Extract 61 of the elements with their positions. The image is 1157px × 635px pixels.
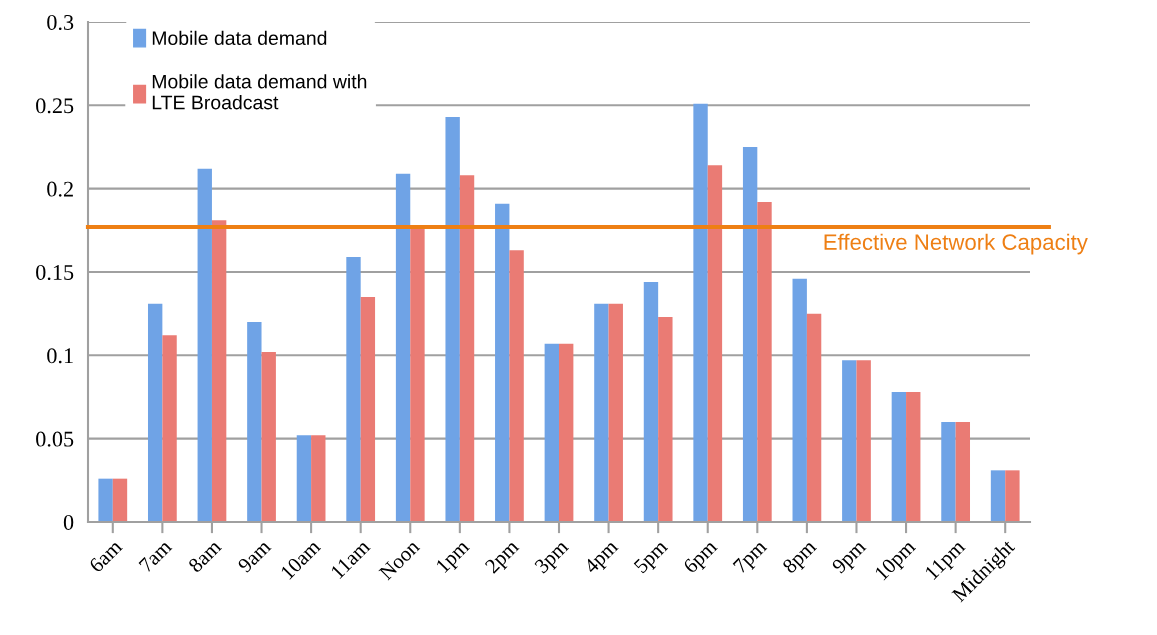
bar xyxy=(658,317,673,522)
x-tick-label: 6am xyxy=(88,538,123,574)
y-tick-label: 0.25 xyxy=(36,98,74,114)
bar xyxy=(509,250,524,522)
bar xyxy=(806,313,822,522)
x-tick-label: 5pm xyxy=(633,538,672,577)
y-tick-label: 0.3 xyxy=(47,14,74,31)
x-tick-label: 6pm xyxy=(682,538,721,577)
bar xyxy=(792,278,807,522)
x-tick-label: 8pm xyxy=(781,538,821,577)
x-tick-label: 7pm xyxy=(732,538,771,577)
legend-label: Mobile data demand with LTE Broadcast xyxy=(152,74,367,110)
bar xyxy=(608,303,623,522)
ref-line-label: Effective Network Capacity xyxy=(824,233,1088,255)
bar xyxy=(842,360,857,522)
bar xyxy=(360,297,376,522)
bar xyxy=(197,168,212,522)
bar xyxy=(544,343,559,522)
bar xyxy=(459,175,475,522)
x-tick-label: 3pm xyxy=(533,538,573,577)
bar xyxy=(891,392,907,522)
bar xyxy=(559,343,574,522)
x-tick-label: 7am xyxy=(138,538,173,573)
bar xyxy=(147,303,163,522)
bar xyxy=(261,352,276,522)
bar xyxy=(98,478,113,522)
bar xyxy=(112,478,128,522)
bar xyxy=(211,220,227,522)
x-tick-label: 9pm xyxy=(831,538,870,578)
x-tick-label: 1pm xyxy=(435,538,473,577)
y-tick-label: 0.15 xyxy=(36,264,74,281)
bar xyxy=(856,360,871,522)
bar xyxy=(445,117,460,522)
bar xyxy=(594,303,609,522)
bar xyxy=(162,335,177,522)
x-tick-label: 4pm xyxy=(583,538,622,578)
bar xyxy=(906,392,921,522)
legend-label: Mobile data demand xyxy=(152,30,327,46)
x-tick-label: 9am xyxy=(237,538,272,574)
bar xyxy=(410,227,425,522)
bar xyxy=(296,435,312,522)
x-tick-label: 8am xyxy=(187,538,223,574)
bar xyxy=(1005,470,1020,522)
bar xyxy=(693,103,708,522)
bar xyxy=(495,203,510,522)
bar xyxy=(742,147,758,522)
bar xyxy=(955,422,971,522)
bar xyxy=(707,165,723,522)
bar xyxy=(990,470,1006,522)
y-tick-label: 0.1 xyxy=(47,348,73,364)
bar xyxy=(247,322,262,522)
bar xyxy=(346,257,361,522)
y-tick-label: 0.2 xyxy=(47,181,73,197)
bar xyxy=(311,435,326,522)
y-tick-label: 0.05 xyxy=(36,431,74,447)
x-tick-label: 2pm xyxy=(484,538,523,577)
bar xyxy=(757,202,772,522)
bar xyxy=(643,282,659,522)
y-tick-label: 0 xyxy=(63,514,74,530)
bar xyxy=(395,173,411,522)
bar xyxy=(941,422,956,522)
